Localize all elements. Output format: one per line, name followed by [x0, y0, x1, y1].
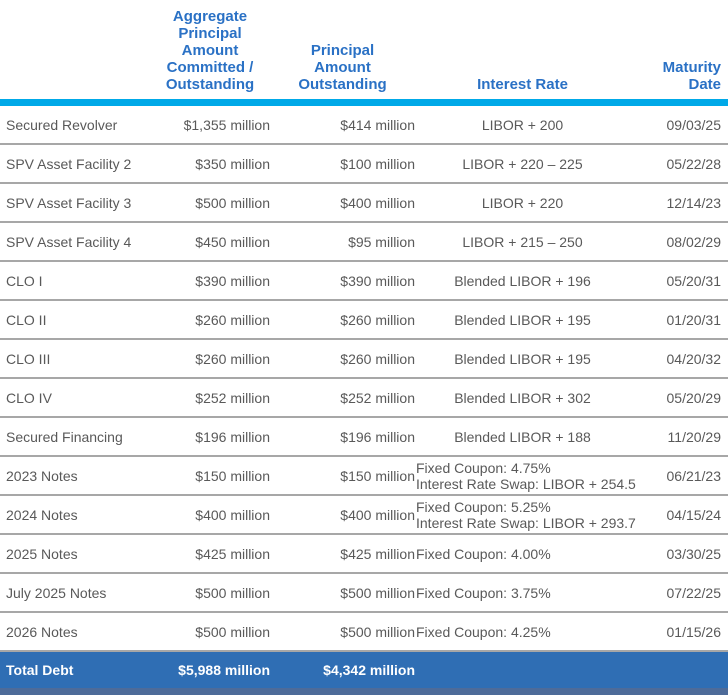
- facility-name: 2026 Notes: [0, 612, 150, 652]
- facility-name: CLO I: [0, 261, 150, 301]
- table-row: 2024 Notes $400 million $400 million Fix…: [0, 495, 728, 535]
- facility-name: 2023 Notes: [0, 456, 150, 496]
- outstanding-amount: $400 million: [270, 183, 415, 223]
- interest-rate: Fixed Coupon: 5.25% Interest Rate Swap: …: [415, 495, 636, 535]
- interest-rate: Fixed Coupon: 3.75%: [415, 573, 630, 613]
- facility-name: CLO III: [0, 339, 150, 379]
- committed-amount: $500 million: [150, 573, 270, 613]
- table-row: CLO IV $252 million $252 million Blended…: [0, 378, 728, 418]
- maturity-date: 08/02/29: [630, 222, 728, 262]
- interest-rate: Blended LIBOR + 188: [415, 417, 630, 457]
- committed-amount: $1,355 million: [150, 102, 270, 145]
- maturity-date: 12/14/23: [630, 183, 728, 223]
- outstanding-amount: $260 million: [270, 339, 415, 379]
- maturity-date: 04/20/32: [630, 339, 728, 379]
- interest-rate: Fixed Coupon: 4.75% Interest Rate Swap: …: [415, 456, 636, 496]
- committed-amount: $252 million: [150, 378, 270, 418]
- total-interest-rate-empty: [415, 651, 630, 688]
- maturity-date: 07/22/25: [630, 573, 728, 613]
- facility-name: 2024 Notes: [0, 495, 150, 535]
- maturity-date: 01/20/31: [630, 300, 728, 340]
- table-row: CLO II $260 million $260 million Blended…: [0, 300, 728, 340]
- table-row: Secured Financing $196 million $196 mill…: [0, 417, 728, 457]
- outstanding-amount: $414 million: [270, 102, 415, 145]
- outstanding-amount: $500 million: [270, 573, 415, 613]
- maturity-date: 05/20/31: [630, 261, 728, 301]
- table-row: SPV Asset Facility 3 $500 million $400 m…: [0, 183, 728, 223]
- interest-rate: LIBOR + 200: [415, 102, 630, 145]
- committed-amount: $390 million: [150, 261, 270, 301]
- header-row: Aggregate Principal Amount Committed / O…: [0, 0, 728, 106]
- committed-amount: $450 million: [150, 222, 270, 262]
- total-row: Total Debt $5,988 million $4,342 million: [0, 651, 728, 688]
- interest-rate: LIBOR + 220: [415, 183, 630, 223]
- facility-name: 2025 Notes: [0, 534, 150, 574]
- facility-name: SPV Asset Facility 3: [0, 183, 150, 223]
- table-row: Secured Revolver $1,355 million $414 mil…: [0, 102, 728, 145]
- interest-rate: Blended LIBOR + 196: [415, 261, 630, 301]
- table-row: July 2025 Notes $500 million $500 millio…: [0, 573, 728, 613]
- outstanding-amount: $252 million: [270, 378, 415, 418]
- table-row: CLO I $390 million $390 million Blended …: [0, 261, 728, 301]
- maturity-date: 05/20/29: [630, 378, 728, 418]
- outstanding-amount: $100 million: [270, 144, 415, 184]
- total-committed: $5,988 million: [150, 651, 270, 688]
- total-label: Total Debt: [0, 651, 150, 688]
- outstanding-amount: $500 million: [270, 612, 415, 652]
- outstanding-amount: $400 million: [270, 495, 415, 535]
- committed-amount: $400 million: [150, 495, 270, 535]
- col-header-facility: [0, 0, 150, 106]
- table-row: SPV Asset Facility 2 $350 million $100 m…: [0, 144, 728, 184]
- outstanding-amount: $95 million: [270, 222, 415, 262]
- outstanding-amount: $150 million: [270, 456, 415, 496]
- maturity-date: 01/15/26: [630, 612, 728, 652]
- total-maturity-empty: [630, 651, 728, 688]
- facility-name: July 2025 Notes: [0, 573, 150, 613]
- table-row: 2025 Notes $425 million $425 million Fix…: [0, 534, 728, 574]
- interest-rate: Blended LIBOR + 302: [415, 378, 630, 418]
- committed-amount: $500 million: [150, 612, 270, 652]
- committed-amount: $500 million: [150, 183, 270, 223]
- maturity-date: 05/22/28: [630, 144, 728, 184]
- col-header-interest-rate: Interest Rate: [415, 0, 630, 106]
- facility-name: SPV Asset Facility 4: [0, 222, 150, 262]
- committed-amount: $260 million: [150, 300, 270, 340]
- total-outstanding: $4,342 million: [270, 651, 415, 688]
- committed-amount: $150 million: [150, 456, 270, 496]
- committed-amount: $350 million: [150, 144, 270, 184]
- facility-name: SPV Asset Facility 2: [0, 144, 150, 184]
- interest-rate: Fixed Coupon: 4.25%: [415, 612, 630, 652]
- outstanding-amount: $260 million: [270, 300, 415, 340]
- committed-amount: $196 million: [150, 417, 270, 457]
- maturity-date: 04/15/24: [630, 495, 728, 535]
- facility-name: CLO II: [0, 300, 150, 340]
- interest-rate: Blended LIBOR + 195: [415, 300, 630, 340]
- facility-name: Secured Financing: [0, 417, 150, 457]
- footer-bar: [0, 688, 728, 695]
- table-row: 2026 Notes $500 million $500 million Fix…: [0, 612, 728, 652]
- maturity-date: 03/30/25: [630, 534, 728, 574]
- committed-amount: $260 million: [150, 339, 270, 379]
- col-header-maturity: Maturity Date: [630, 0, 728, 106]
- col-header-committed: Aggregate Principal Amount Committed / O…: [150, 0, 270, 106]
- committed-amount: $425 million: [150, 534, 270, 574]
- outstanding-amount: $196 million: [270, 417, 415, 457]
- facility-name: CLO IV: [0, 378, 150, 418]
- interest-rate: Fixed Coupon: 4.00%: [415, 534, 630, 574]
- table-row: CLO III $260 million $260 million Blende…: [0, 339, 728, 379]
- maturity-date: 11/20/29: [630, 417, 728, 457]
- maturity-date: 09/03/25: [630, 102, 728, 145]
- outstanding-amount: $425 million: [270, 534, 415, 574]
- facility-name: Secured Revolver: [0, 102, 150, 145]
- interest-rate: LIBOR + 220 – 225: [415, 144, 630, 184]
- maturity-date: 06/21/23: [630, 456, 728, 496]
- interest-rate: LIBOR + 215 – 250: [415, 222, 630, 262]
- table-row: SPV Asset Facility 4 $450 million $95 mi…: [0, 222, 728, 262]
- col-header-outstanding: Principal Amount Outstanding: [270, 0, 415, 106]
- interest-rate: Blended LIBOR + 195: [415, 339, 630, 379]
- outstanding-amount: $390 million: [270, 261, 415, 301]
- table-row: 2023 Notes $150 million $150 million Fix…: [0, 456, 728, 496]
